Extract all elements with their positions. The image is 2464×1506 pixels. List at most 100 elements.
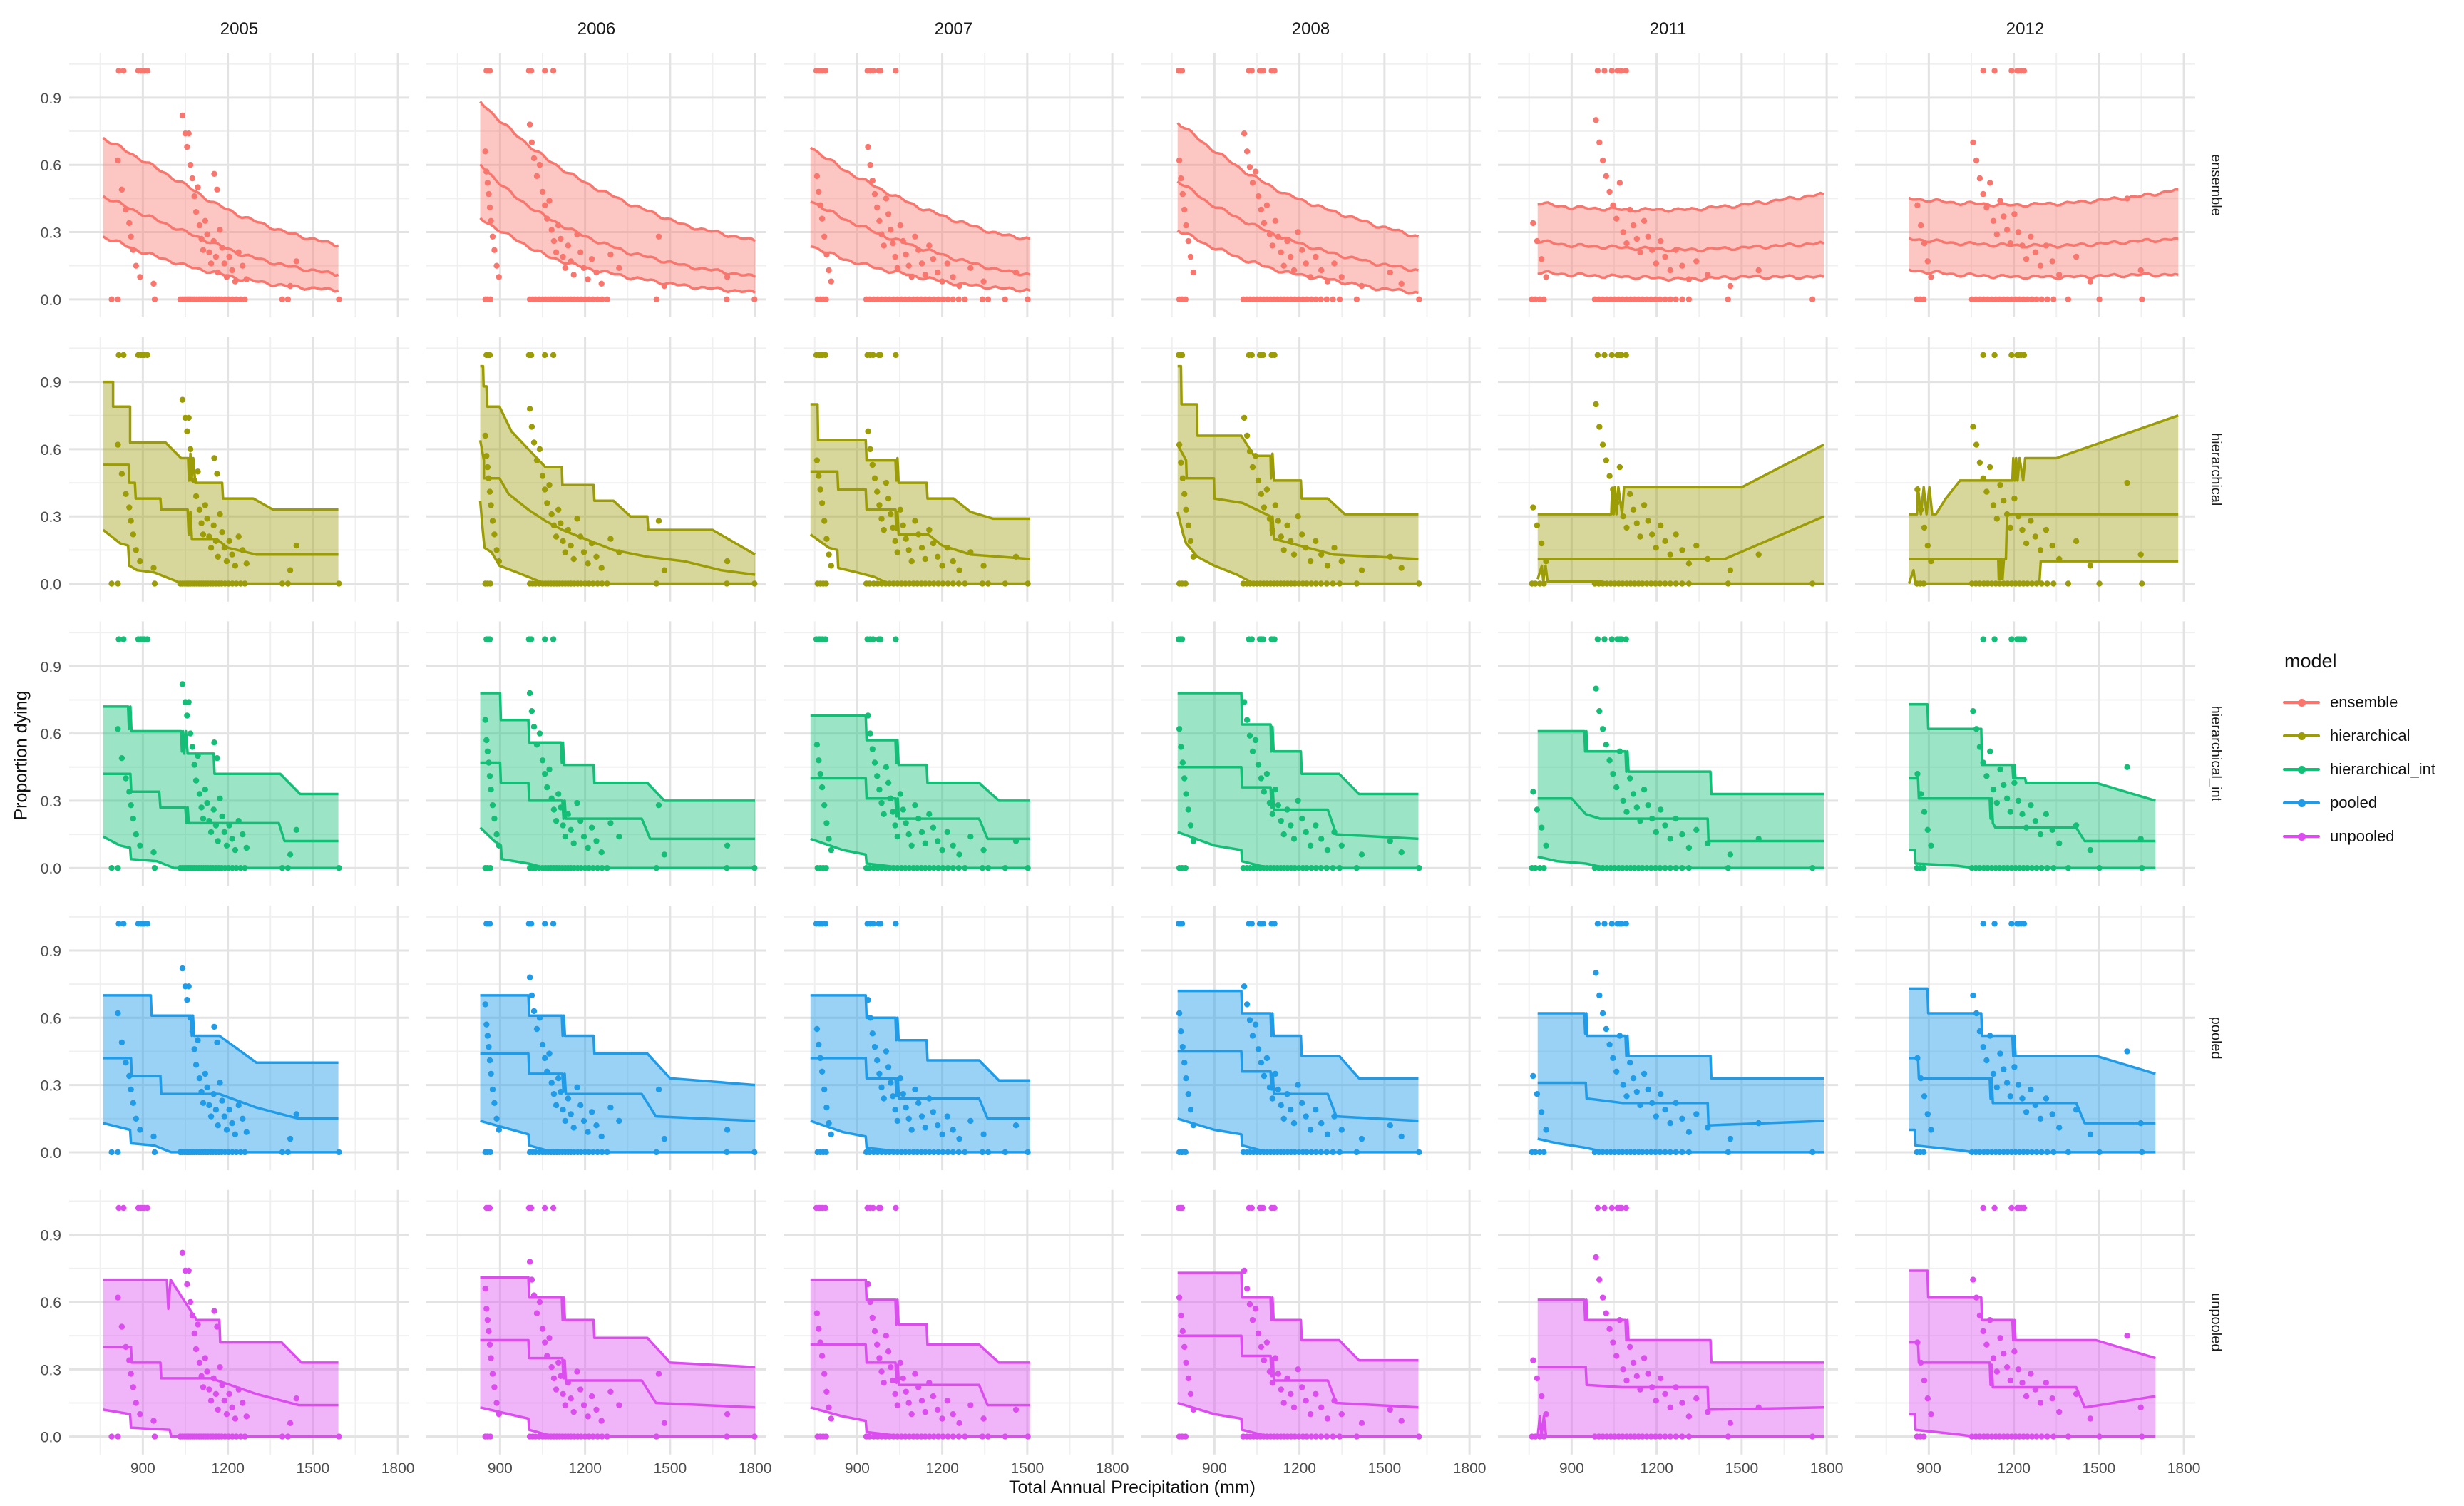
data-point bbox=[1653, 1113, 1659, 1120]
data-point bbox=[488, 1070, 494, 1077]
data-point bbox=[1679, 865, 1685, 871]
data-point bbox=[542, 352, 548, 359]
data-point bbox=[237, 865, 244, 871]
data-point bbox=[115, 865, 121, 871]
data-point bbox=[1278, 1386, 1285, 1393]
data-point bbox=[1308, 1433, 1315, 1440]
panel-pooled-2012 bbox=[1855, 906, 2195, 1171]
data-point bbox=[1594, 68, 1601, 74]
data-point bbox=[590, 1433, 596, 1440]
data-point bbox=[607, 1388, 614, 1395]
data-point bbox=[865, 1281, 871, 1288]
data-point bbox=[580, 265, 587, 271]
data-point bbox=[1657, 1433, 1663, 1440]
data-point bbox=[1693, 258, 1700, 265]
data-point bbox=[878, 231, 885, 237]
data-point bbox=[813, 457, 821, 463]
data-point bbox=[212, 1390, 220, 1398]
data-point bbox=[1179, 475, 1186, 481]
data-point bbox=[192, 777, 200, 784]
data-point bbox=[120, 352, 127, 359]
data-point bbox=[215, 553, 221, 560]
data-point bbox=[568, 1111, 574, 1117]
data-point bbox=[115, 1149, 121, 1156]
data-point bbox=[1530, 1357, 1536, 1363]
data-point bbox=[2038, 865, 2045, 871]
data-point bbox=[908, 1411, 915, 1418]
data-point bbox=[955, 865, 962, 871]
credible-ribbon bbox=[480, 101, 756, 293]
data-point bbox=[1541, 296, 1547, 302]
data-point bbox=[336, 865, 342, 871]
data-point bbox=[816, 1041, 822, 1048]
data-point bbox=[204, 799, 210, 806]
data-point bbox=[950, 1433, 956, 1440]
data-point bbox=[215, 838, 221, 844]
data-points bbox=[1176, 352, 1422, 587]
median-line bbox=[810, 1343, 1030, 1407]
data-point bbox=[574, 1084, 580, 1091]
data-point bbox=[1658, 1375, 1664, 1382]
data-point bbox=[876, 1070, 883, 1077]
data-point bbox=[930, 1149, 937, 1156]
data-point bbox=[526, 690, 533, 697]
data-point bbox=[191, 762, 197, 768]
data-point bbox=[202, 1070, 208, 1077]
data-point bbox=[1679, 580, 1685, 587]
data-point bbox=[1980, 759, 1986, 766]
data-point bbox=[1318, 1120, 1325, 1127]
x-tick-label: 900 bbox=[1916, 1460, 1941, 1477]
data-point bbox=[869, 1030, 876, 1037]
credible-ribbon bbox=[480, 1277, 756, 1437]
data-point bbox=[1667, 296, 1673, 302]
data-point bbox=[1278, 818, 1285, 824]
data-point bbox=[1662, 580, 1668, 587]
data-point bbox=[1313, 1390, 1319, 1398]
data-point bbox=[724, 865, 730, 871]
data-point bbox=[128, 233, 134, 240]
data-point bbox=[2023, 256, 2030, 262]
x-tick-label: 1200 bbox=[1283, 1460, 1316, 1477]
data-point bbox=[486, 636, 493, 642]
data-point bbox=[1662, 1107, 1668, 1113]
data-point bbox=[1618, 921, 1625, 927]
data-point bbox=[1271, 921, 1278, 927]
data-point bbox=[574, 231, 580, 237]
data-point bbox=[528, 68, 535, 74]
data-point bbox=[930, 824, 937, 831]
data-point bbox=[126, 789, 133, 795]
legend-title: model bbox=[2284, 650, 2337, 672]
data-point bbox=[1973, 1010, 1980, 1017]
data-point bbox=[1182, 1149, 1189, 1156]
data-point bbox=[284, 865, 292, 871]
data-point bbox=[1970, 139, 1976, 145]
data-point bbox=[1179, 759, 1186, 766]
data-point bbox=[1594, 352, 1601, 359]
data-point bbox=[1924, 826, 1931, 834]
data-point bbox=[229, 267, 235, 274]
data-point bbox=[2003, 795, 2011, 802]
upper-bound-line bbox=[1537, 729, 1824, 796]
data-point bbox=[528, 139, 535, 145]
data-point bbox=[1263, 202, 1270, 208]
data-point bbox=[871, 759, 878, 766]
data-point bbox=[1973, 157, 1980, 164]
data-point bbox=[130, 1384, 136, 1390]
data-point bbox=[226, 1107, 232, 1113]
data-point bbox=[1725, 296, 1731, 302]
credible-ribbon bbox=[1909, 189, 2179, 280]
data-point bbox=[544, 500, 550, 506]
data-point bbox=[1260, 921, 1266, 927]
data-point bbox=[1258, 1060, 1265, 1066]
data-point bbox=[243, 276, 250, 282]
data-point bbox=[922, 1433, 929, 1440]
legend-key-icon bbox=[2283, 732, 2320, 740]
data-point bbox=[1261, 220, 1268, 227]
data-point bbox=[493, 1115, 500, 1122]
data-point bbox=[979, 580, 986, 587]
data-point bbox=[1685, 1149, 1693, 1156]
upper-bound-line bbox=[1909, 1269, 2156, 1360]
data-point bbox=[550, 1375, 558, 1382]
data-point bbox=[1685, 276, 1693, 282]
data-point bbox=[823, 1433, 829, 1440]
